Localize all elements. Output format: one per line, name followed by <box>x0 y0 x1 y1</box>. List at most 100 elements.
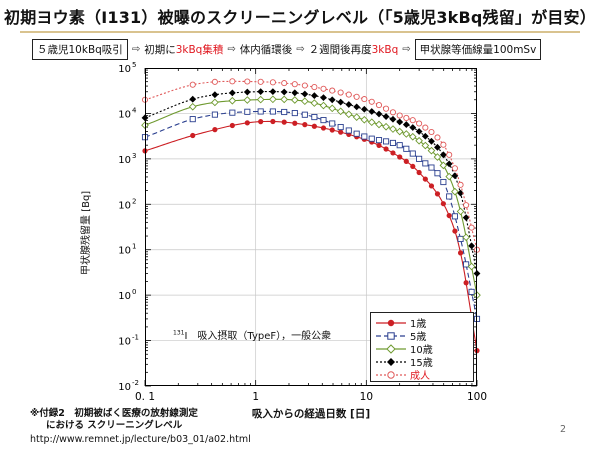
data-point <box>290 96 299 104</box>
data-point <box>257 78 264 85</box>
data-point <box>269 108 276 115</box>
data-point <box>280 95 289 104</box>
data-point <box>445 160 453 168</box>
series-line <box>144 120 478 351</box>
data-point <box>141 134 149 141</box>
flow-step-circulation: 体内循環後 <box>239 43 293 56</box>
legend-item: 10歳 <box>375 342 469 356</box>
data-point <box>228 96 237 105</box>
x-tick-label: 10 <box>360 391 373 403</box>
data-point <box>256 95 265 104</box>
x-axis-label: 吸入からの経過日数 [日] <box>251 408 371 420</box>
data-point <box>257 88 265 96</box>
data-point <box>402 121 410 128</box>
data-point <box>473 315 481 322</box>
legend-swatch-adult <box>376 370 406 379</box>
data-point <box>445 172 454 181</box>
data-point <box>409 150 416 157</box>
data-point <box>300 97 309 106</box>
data-point <box>439 151 447 159</box>
series-line <box>144 98 478 296</box>
data-point <box>473 270 481 277</box>
data-point <box>375 137 383 144</box>
data-point <box>361 96 368 103</box>
data-point <box>229 122 235 129</box>
data-point <box>427 146 436 155</box>
data-point <box>291 89 299 97</box>
data-point <box>310 92 318 100</box>
data-point <box>345 101 353 108</box>
footnote: ※付録2 初期被ばく医療の放射線測定 における スクリーニングレベル <box>30 408 198 432</box>
data-point <box>422 160 429 167</box>
data-point <box>462 214 470 222</box>
data-point <box>396 118 404 126</box>
y-tick-label: 10 <box>118 155 131 166</box>
data-point <box>421 141 430 150</box>
data-point <box>344 110 353 119</box>
data-point <box>375 110 383 118</box>
data-point <box>329 87 336 94</box>
footnote-line-1: ※付録2 初期被ばく医療の放射線測定 <box>30 408 198 419</box>
data-point <box>422 124 429 131</box>
data-point <box>320 94 327 102</box>
data-point <box>416 169 422 176</box>
data-point <box>310 99 319 107</box>
data-point <box>457 189 464 197</box>
data-point <box>211 78 218 85</box>
data-point <box>415 136 423 145</box>
data-point <box>468 288 475 295</box>
legend-label: 10歳 <box>410 345 433 356</box>
y-tick-label: 10 <box>118 109 131 120</box>
data-point <box>440 178 447 186</box>
y-axis-label: 甲状腺残留量 [Bq] <box>81 190 92 275</box>
data-point <box>243 96 252 104</box>
data-point <box>415 128 423 135</box>
data-point <box>383 146 389 152</box>
legend-label: 1歳 <box>410 319 427 330</box>
y-tick-exponent: -1 <box>132 334 139 342</box>
data-point <box>269 88 277 96</box>
data-point <box>328 96 336 104</box>
data-point <box>452 228 458 234</box>
data-point <box>375 102 383 109</box>
data-point <box>389 109 397 116</box>
y-tick-exponent: 0 <box>132 288 136 296</box>
data-point <box>463 202 470 209</box>
page-number: 2 <box>560 424 567 435</box>
data-point <box>345 91 352 98</box>
data-point <box>338 129 344 135</box>
data-point <box>382 113 390 120</box>
legend-item: 1歳 <box>375 316 469 330</box>
y-tick-exponent: 4 <box>132 106 137 114</box>
data-point <box>311 114 318 121</box>
data-point <box>353 130 360 137</box>
data-point <box>434 143 441 151</box>
data-point <box>456 207 465 216</box>
data-point <box>244 108 251 115</box>
data-point <box>361 133 368 140</box>
data-point <box>428 183 435 189</box>
data-point <box>402 130 411 138</box>
data-point <box>440 141 447 148</box>
data-point <box>311 123 317 129</box>
data-point <box>190 132 196 139</box>
data-point <box>433 153 442 161</box>
flow-step-dose: 甲状腺等価線量100mSv <box>414 38 542 60</box>
data-point <box>451 172 459 180</box>
data-point <box>395 127 404 136</box>
data-point <box>403 114 410 122</box>
data-point <box>410 163 416 170</box>
data-point <box>422 176 428 182</box>
data-point <box>446 212 452 219</box>
data-point <box>337 123 344 131</box>
data-point <box>258 119 264 125</box>
data-point <box>409 124 417 131</box>
source-url[interactable]: http://www.remnet.jp/lecture/b03_01/a02.… <box>30 434 251 445</box>
data-point <box>360 115 369 124</box>
data-point <box>291 81 298 88</box>
data-point <box>269 79 276 86</box>
data-point <box>229 109 236 116</box>
data-point <box>468 224 475 231</box>
footnote-line-2: における スクリーニングレベル <box>46 420 183 431</box>
data-point <box>319 101 328 110</box>
